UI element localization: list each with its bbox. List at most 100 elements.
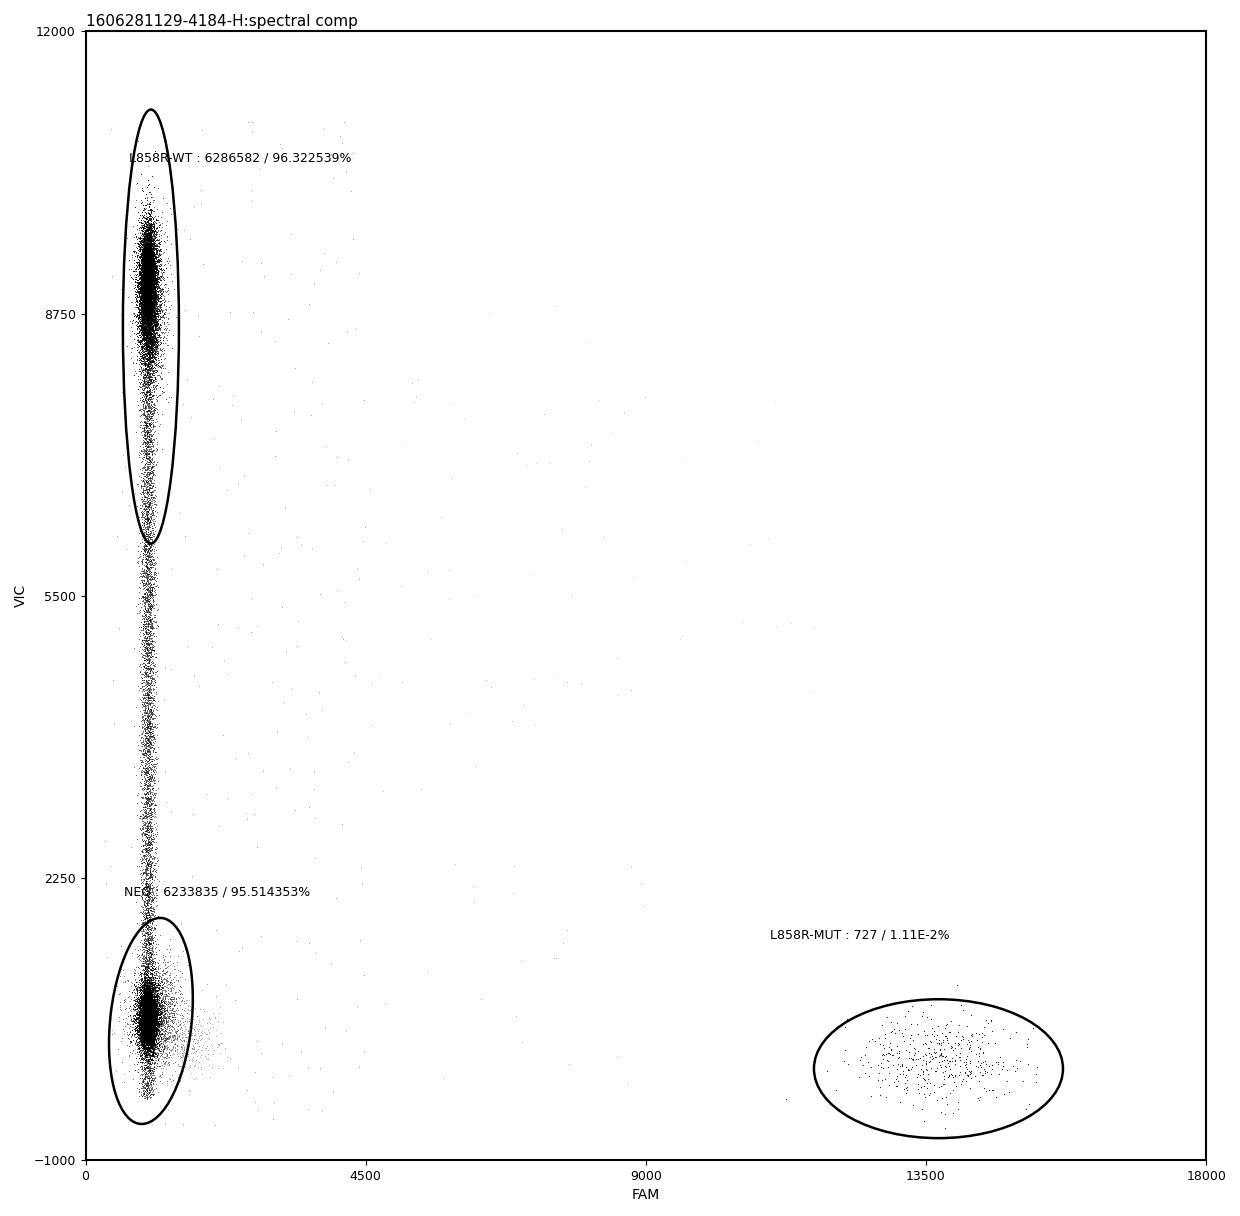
Point — [136, 322, 156, 342]
Point — [143, 257, 162, 276]
Point — [135, 261, 155, 281]
Point — [130, 244, 150, 264]
Point — [145, 786, 165, 805]
Point — [135, 1009, 155, 1029]
Point — [136, 328, 156, 348]
Point — [160, 940, 180, 959]
Point — [135, 272, 155, 292]
Point — [138, 531, 157, 551]
Point — [134, 1008, 154, 1028]
Point — [135, 265, 155, 285]
Point — [187, 1031, 207, 1051]
Point — [140, 226, 160, 246]
Point — [148, 264, 167, 283]
Point — [138, 302, 157, 321]
Point — [141, 1020, 161, 1040]
Point — [140, 1004, 160, 1024]
Point — [138, 991, 157, 1010]
Point — [133, 264, 153, 283]
Point — [157, 1046, 177, 1065]
Point — [151, 1045, 171, 1064]
Point — [135, 1020, 155, 1040]
Point — [139, 500, 159, 519]
Point — [144, 323, 164, 343]
Point — [134, 196, 154, 215]
Point — [139, 288, 159, 308]
Point — [135, 283, 155, 303]
Point — [140, 1026, 160, 1046]
Point — [140, 610, 160, 630]
Point — [141, 334, 161, 354]
Point — [141, 1002, 161, 1021]
Point — [141, 1010, 161, 1030]
Point — [162, 1008, 182, 1028]
Point — [140, 533, 160, 552]
Point — [143, 1007, 162, 1026]
Point — [134, 373, 154, 393]
Point — [130, 241, 150, 260]
Point — [135, 1018, 155, 1037]
Point — [138, 1007, 157, 1026]
Point — [136, 257, 156, 276]
Point — [133, 323, 153, 343]
Point — [134, 378, 154, 398]
Point — [113, 445, 133, 465]
Point — [136, 298, 156, 317]
Point — [139, 343, 159, 362]
Point — [136, 1010, 156, 1030]
Point — [135, 208, 155, 227]
Point — [135, 1021, 155, 1041]
Point — [139, 248, 159, 268]
Point — [135, 313, 155, 332]
Point — [125, 255, 145, 275]
Point — [141, 320, 161, 339]
Point — [144, 330, 164, 349]
Point — [143, 385, 162, 405]
Point — [136, 1028, 156, 1047]
Point — [136, 281, 156, 300]
Point — [134, 268, 154, 287]
Point — [130, 212, 150, 231]
Point — [139, 323, 159, 343]
Point — [148, 388, 167, 407]
Point — [139, 666, 159, 686]
Point — [135, 266, 155, 286]
Point — [151, 1006, 171, 1025]
Point — [135, 264, 155, 283]
Point — [140, 865, 160, 884]
Point — [143, 1070, 162, 1090]
Point — [141, 274, 161, 293]
Point — [139, 231, 159, 250]
Point — [133, 1002, 153, 1021]
Point — [140, 992, 160, 1012]
Point — [139, 281, 159, 300]
Point — [143, 463, 162, 483]
Point — [138, 261, 157, 281]
Point — [141, 255, 161, 275]
Point — [138, 1013, 157, 1032]
Point — [138, 266, 157, 286]
Point — [130, 1053, 150, 1073]
Point — [138, 276, 157, 295]
Point — [135, 975, 155, 995]
Point — [134, 309, 154, 328]
Point — [139, 241, 159, 260]
Point — [135, 291, 155, 310]
Point — [139, 623, 159, 642]
Point — [146, 699, 166, 719]
Point — [141, 820, 161, 839]
Point — [134, 308, 154, 327]
Point — [135, 997, 155, 1017]
Point — [145, 567, 165, 586]
Point — [135, 1019, 155, 1038]
Point — [143, 1029, 162, 1048]
Point — [139, 978, 159, 997]
Point — [138, 705, 157, 725]
Point — [143, 424, 162, 444]
Point — [131, 1001, 151, 1020]
Point — [143, 1001, 162, 1020]
Point — [146, 1003, 166, 1023]
Point — [135, 989, 155, 1008]
Point — [143, 716, 162, 736]
Point — [464, 893, 484, 912]
